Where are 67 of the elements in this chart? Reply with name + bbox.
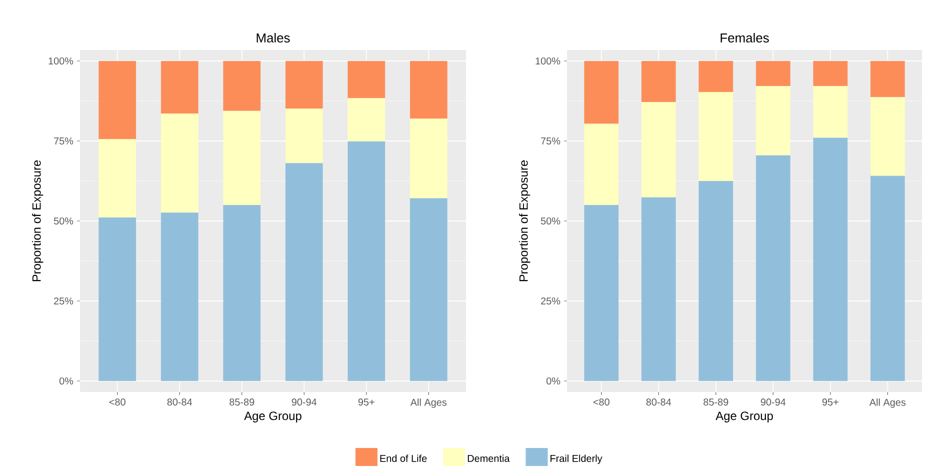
x-tick-label: 85-89 bbox=[704, 398, 728, 406]
bar bbox=[223, 110, 261, 205]
y-tick-label: 100% bbox=[48, 57, 74, 65]
y-tick-label: 75% bbox=[54, 137, 74, 144]
y-tick-label: 0% bbox=[59, 377, 74, 385]
bar bbox=[348, 98, 386, 142]
bar bbox=[285, 163, 323, 381]
y-tick-label: 100% bbox=[536, 57, 560, 65]
bar bbox=[98, 217, 136, 381]
y-tick-label: 50% bbox=[54, 217, 74, 225]
bar bbox=[98, 60, 136, 140]
x-tick-label: 85-89 bbox=[230, 398, 254, 406]
bar bbox=[348, 60, 386, 98]
bar bbox=[698, 180, 734, 381]
bar bbox=[223, 60, 261, 111]
bar bbox=[410, 118, 448, 198]
x-tick-label: <80 bbox=[593, 398, 610, 406]
bar bbox=[223, 204, 261, 381]
y-axis-title: Proportion of Exposure bbox=[519, 160, 530, 282]
bar bbox=[584, 124, 619, 205]
bar bbox=[813, 138, 848, 381]
x-axis-title: Age Group bbox=[244, 412, 302, 422]
bar bbox=[160, 60, 198, 114]
x-tick-label: 90-94 bbox=[292, 398, 317, 406]
bar bbox=[641, 102, 676, 198]
bar bbox=[285, 60, 323, 109]
bar bbox=[160, 113, 198, 213]
x-tick-label: 95+ bbox=[822, 398, 838, 406]
x-tick-label: 80-84 bbox=[167, 398, 192, 406]
chart-title: Females bbox=[720, 32, 769, 42]
legend-label: Frail Elderly bbox=[550, 454, 602, 464]
y-tick-label: 25% bbox=[541, 297, 560, 305]
bar bbox=[756, 155, 790, 381]
bar bbox=[160, 212, 198, 381]
bar bbox=[698, 92, 734, 181]
bar bbox=[870, 176, 905, 381]
y-tick-label: 0% bbox=[546, 377, 560, 385]
bar bbox=[410, 60, 448, 119]
bar bbox=[98, 139, 136, 218]
y-tick-label: 25% bbox=[54, 297, 74, 305]
legend-label: Dementia bbox=[468, 454, 510, 462]
x-tick-label: All Ages bbox=[410, 398, 447, 408]
bar bbox=[584, 60, 619, 124]
x-tick-label: 80-84 bbox=[646, 398, 672, 406]
bar bbox=[641, 60, 676, 102]
legend-label: End of Life bbox=[380, 454, 427, 462]
x-axis-title: Age Group bbox=[716, 412, 773, 422]
bar bbox=[348, 141, 386, 381]
bar bbox=[410, 198, 448, 381]
bar bbox=[813, 86, 848, 138]
y-tick-label: 75% bbox=[541, 137, 560, 144]
bar bbox=[698, 60, 734, 92]
y-axis-title: Proportion of Exposure bbox=[32, 160, 44, 282]
y-tick-label: 50% bbox=[540, 217, 560, 225]
x-tick-label: 90-94 bbox=[760, 398, 786, 406]
bar bbox=[584, 204, 619, 381]
x-tick-label: <80 bbox=[109, 398, 126, 406]
x-tick-label: All Ages bbox=[869, 398, 906, 408]
bar bbox=[756, 60, 790, 86]
bar bbox=[870, 60, 905, 98]
bar bbox=[641, 197, 676, 381]
bar bbox=[285, 108, 323, 164]
x-tick-label: 95+ bbox=[358, 398, 374, 406]
bar bbox=[870, 97, 905, 176]
bar bbox=[756, 86, 790, 156]
chart-title: Males bbox=[256, 32, 290, 42]
bar bbox=[813, 60, 848, 86]
